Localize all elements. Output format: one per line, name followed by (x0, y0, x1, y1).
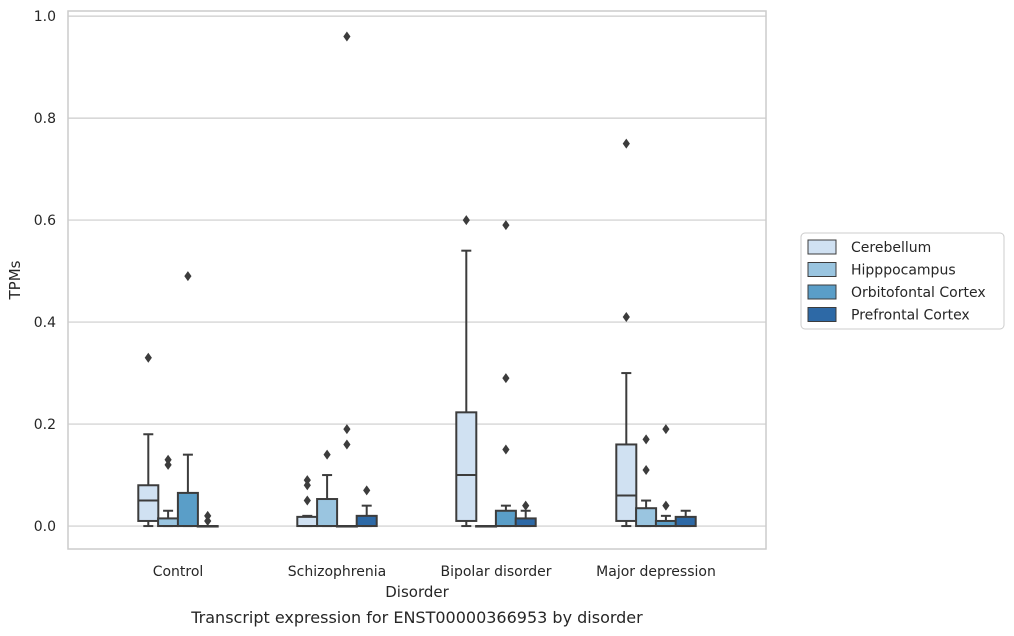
legend-label: Hipppocampus (851, 263, 956, 279)
box-group (674, 509, 697, 528)
outlier-point (323, 449, 331, 460)
legend-label: Prefrontal Cortex (851, 308, 970, 324)
outlier-point (662, 424, 670, 435)
box-group (494, 220, 517, 528)
box-iqr (635, 507, 658, 528)
chart-caption: Transcript expression for ENST0000036695… (190, 608, 643, 627)
y-tick-label: 0.0 (34, 519, 56, 535)
box-iqr (514, 517, 537, 528)
box-group (514, 500, 537, 528)
box-group (316, 449, 339, 528)
y-tick-label: 0.8 (34, 111, 56, 127)
box-group (475, 525, 498, 528)
box-iqr (615, 443, 638, 522)
box-iqr (137, 484, 160, 522)
x-tick-labels: Control Schizophrenia Bipolar disorder Majo… (153, 564, 716, 580)
legend: Cerebellum Hipppocampus Orbitofontal Corte… (800, 232, 1005, 330)
outlier-point (204, 515, 212, 526)
outlier-point (343, 31, 351, 42)
plot-area-frame (67, 10, 767, 550)
box-iqr (176, 491, 199, 528)
box-group (635, 434, 658, 528)
box-iqr (157, 517, 180, 528)
outlier-point (343, 439, 351, 450)
x-axis-label: Disorder (385, 583, 449, 601)
outlier-point (343, 424, 351, 435)
outlier-point (642, 464, 650, 475)
y-tick-label: 0.6 (34, 213, 56, 229)
outlier-point (502, 373, 510, 384)
x-tick-label: Major depression (596, 564, 716, 580)
y-tick-label: 1.0 (34, 9, 56, 25)
outlier-point (662, 500, 670, 511)
box-group (355, 485, 378, 528)
x-tick-label: Control (153, 564, 204, 580)
outlier-point (204, 510, 212, 521)
outlier-point (502, 220, 510, 231)
outlier-point (303, 495, 311, 506)
outlier-point (164, 459, 172, 470)
outlier-point (144, 352, 152, 363)
outlier-point (303, 480, 311, 491)
box-iqr (494, 509, 517, 528)
box-marks (137, 31, 697, 528)
box-iqr (316, 498, 339, 528)
legend-swatch (807, 262, 837, 277)
box-iqr (296, 515, 319, 528)
box-iqr (674, 515, 697, 528)
box-group (176, 271, 199, 528)
outlier-point (164, 454, 172, 465)
box-group (615, 138, 638, 528)
outlier-point (622, 138, 630, 149)
outlier-point (184, 271, 192, 282)
y-tick-label: 0.4 (34, 315, 56, 331)
legend-swatch (807, 307, 837, 322)
x-tick-label: Schizophrenia (288, 564, 386, 580)
box-group (296, 475, 319, 528)
legend-swatch (807, 239, 837, 255)
legend-label: Orbitofontal Cortex (851, 285, 986, 301)
outlier-point (303, 475, 311, 486)
y-tick-labels: 0.0 0.2 0.4 0.6 0.8 1.0 (34, 9, 56, 535)
legend-label: Cerebellum (851, 240, 931, 256)
outlier-point (363, 485, 371, 496)
box-group (654, 424, 677, 528)
y-tick-label: 0.2 (34, 417, 56, 433)
box-group (157, 454, 180, 528)
box-group (455, 215, 478, 528)
box-iqr (455, 411, 478, 522)
y-axis-label: TPMs (6, 260, 24, 300)
grid-lines (68, 15, 766, 527)
outlier-point (462, 215, 470, 226)
x-tick-label: Bipolar disorder (440, 564, 551, 580)
legend-frame (800, 232, 1005, 330)
outlier-point (622, 311, 630, 322)
outlier-point (522, 500, 530, 511)
outlier-point (642, 434, 650, 445)
box-group (196, 510, 219, 528)
outlier-point (502, 444, 510, 455)
box-group (137, 352, 160, 528)
box-iqr (355, 514, 378, 528)
legend-swatch (807, 284, 837, 300)
box-group (335, 31, 358, 528)
